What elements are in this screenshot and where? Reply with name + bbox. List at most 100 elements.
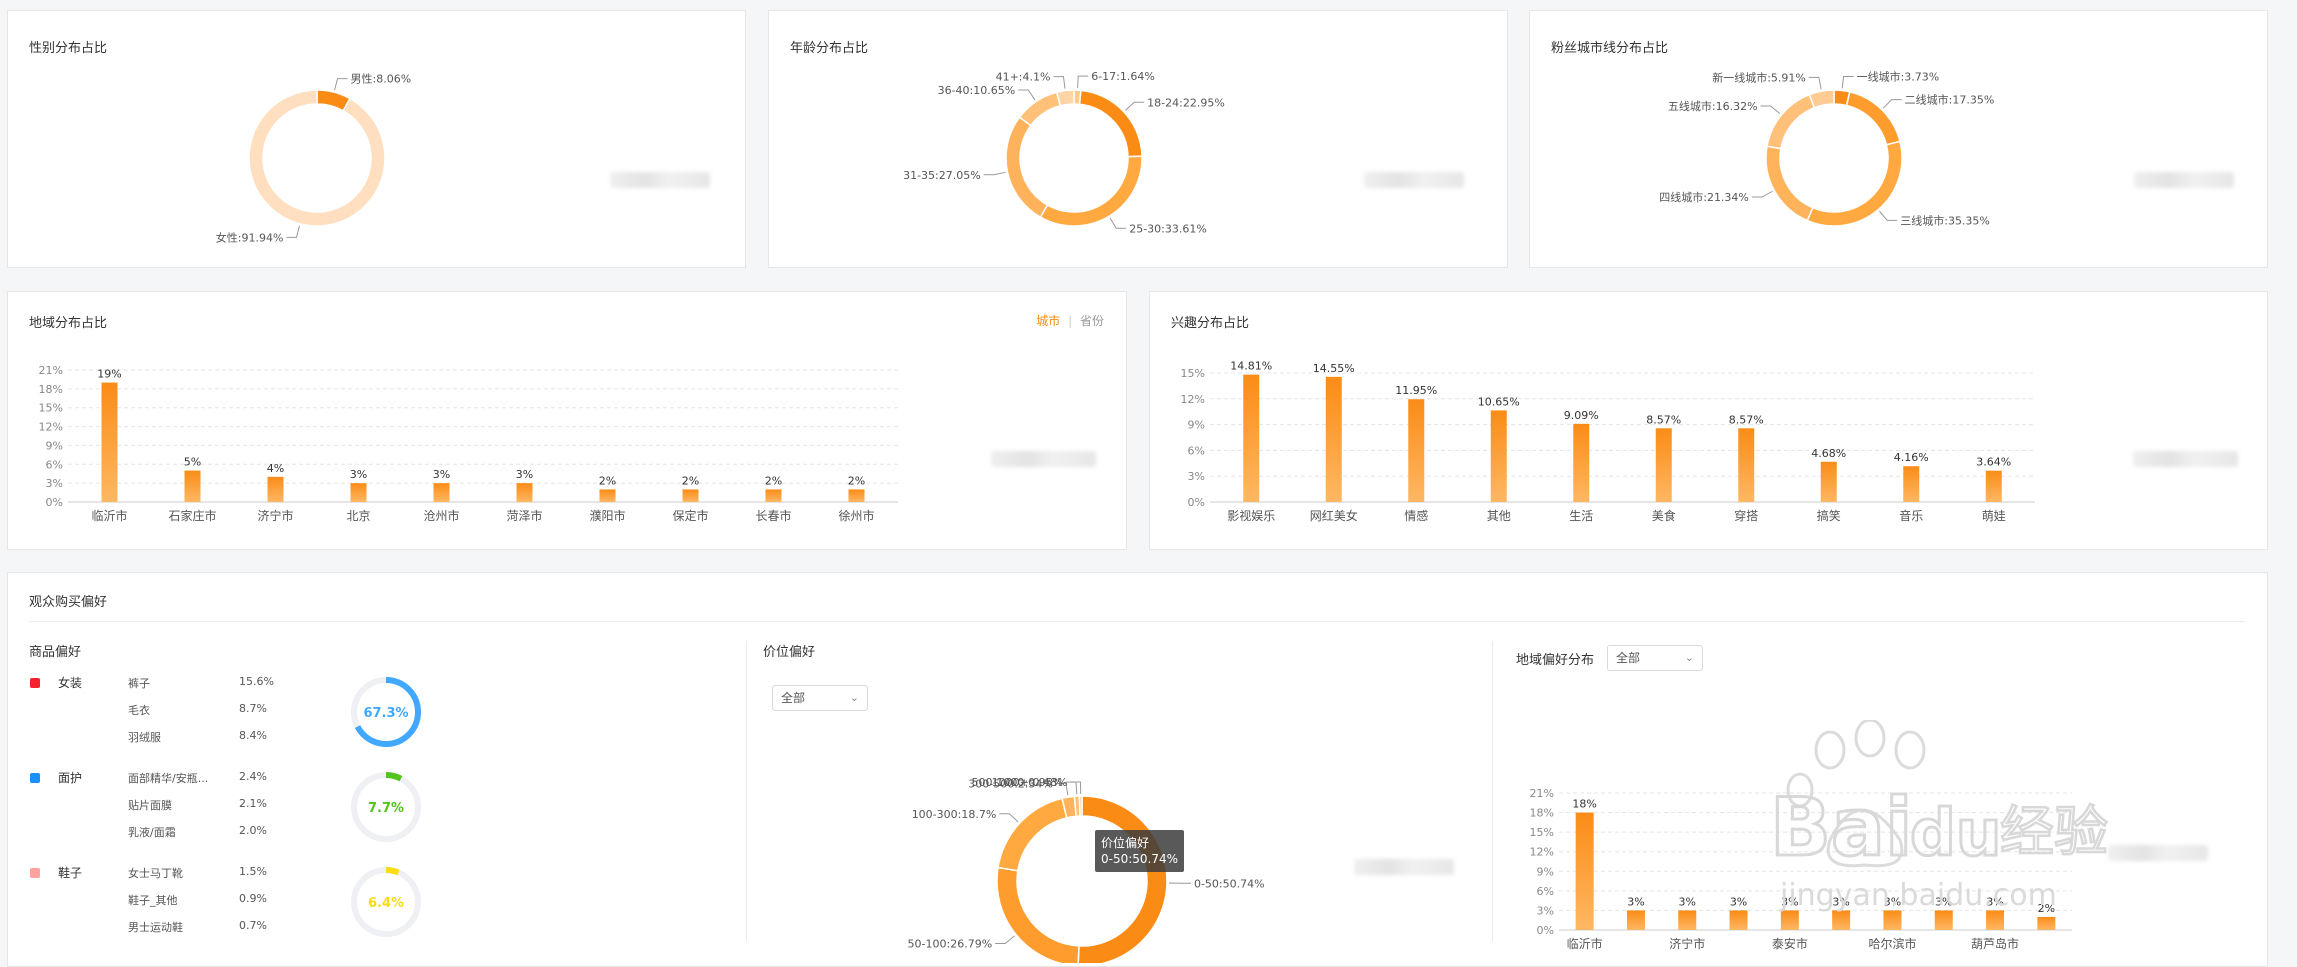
rp-category-label: 济宁市 [1669, 936, 1705, 951]
rp-bar[interactable] [1780, 910, 1799, 930]
rp-bar[interactable] [2037, 916, 2056, 930]
region-category-label: 长春市 [755, 508, 791, 523]
interest-bar[interactable] [1243, 374, 1260, 502]
interest-value-label: 10.65% [1478, 395, 1520, 408]
rp-ytick-label: 12% [1530, 846, 1554, 859]
blue-tag-icon [30, 773, 40, 783]
interest-bar[interactable] [1903, 466, 1920, 502]
tier-leader-line [1879, 210, 1898, 221]
rp-ytick-label: 21% [1530, 787, 1554, 800]
interest-ytick-label: 15% [1181, 367, 1205, 380]
region-bar[interactable] [184, 470, 201, 502]
interest-value-label: 4.16% [1894, 451, 1929, 464]
interest-bar[interactable] [1820, 461, 1837, 502]
rp-bar[interactable] [1832, 910, 1851, 930]
region-pref-dropdown[interactable]: 全部 ⌄ [1607, 645, 1703, 671]
goods-item-value: 2.1% [239, 797, 267, 810]
price-slice-1[interactable] [996, 866, 1080, 963]
region-bar[interactable] [682, 489, 699, 502]
rp-value-label: 2% [2038, 902, 2055, 915]
region-category-label: 徐州市 [838, 508, 874, 523]
switch-separator: | [1068, 314, 1073, 328]
region-category-label: 濮阳市 [589, 508, 625, 523]
age-card: 年龄分布占比 6-17:1.64% 18-24:22.95% 25-30:33.61… [768, 10, 1508, 268]
price-slice-0[interactable] [1077, 795, 1168, 963]
age-slice-1[interactable] [1078, 89, 1143, 158]
price-slice-5[interactable] [1078, 795, 1083, 817]
interest-bar[interactable] [1325, 376, 1342, 502]
rp-category-label: 葫芦岛市 [1971, 936, 2019, 951]
interest-value-label: 4.68% [1811, 447, 1846, 460]
tier-slice-3[interactable] [1765, 145, 1814, 222]
city-tier-title: 粉丝城市线分布占比 [1551, 41, 1669, 56]
goods-item-name: 裤子 [128, 677, 150, 690]
column-divider [1492, 641, 1493, 941]
interest-bar[interactable] [1738, 428, 1755, 502]
rp-bar[interactable] [1678, 910, 1697, 930]
region-value-label: 2% [682, 474, 699, 487]
region-bar[interactable] [267, 476, 284, 502]
city-toggle[interactable]: 城市 [1036, 314, 1061, 328]
goods-category-name: 面护 [58, 771, 83, 785]
region-bar[interactable] [101, 382, 118, 502]
price-slice-label: 100-300:18.7% [912, 808, 997, 821]
price-filter-dropdown[interactable]: 全部 ⌄ [772, 685, 868, 711]
tier-slice-4[interactable] [1766, 93, 1816, 150]
interest-category-label: 情感 [1404, 508, 1428, 523]
ring-percent-label: 6.4% [368, 896, 404, 911]
rp-bar[interactable] [1986, 910, 2005, 930]
price-title: 价位偏好 [763, 645, 816, 660]
interest-bar[interactable] [1573, 423, 1590, 502]
region-category-label: 北京 [346, 509, 370, 523]
interest-bar[interactable] [1985, 470, 2002, 502]
interest-category-label: 穿搭 [1734, 508, 1758, 523]
goods-item-value: 2.4% [239, 770, 267, 783]
interest-bar[interactable] [1490, 410, 1507, 502]
tier-slice-5[interactable] [1808, 89, 1835, 109]
interest-bar[interactable] [1408, 399, 1425, 502]
age-slice-5[interactable] [1055, 89, 1075, 107]
region-bar[interactable] [848, 489, 865, 502]
region-bar[interactable] [765, 489, 782, 502]
goods-percent-ring: 6.4% [351, 867, 421, 937]
province-toggle[interactable]: 省份 [1079, 314, 1104, 328]
region-ytick-label: 9% [46, 439, 63, 452]
region-value-label: 19% [97, 368, 121, 381]
region-bar[interactable] [516, 483, 533, 502]
age-slice-3[interactable] [1005, 116, 1049, 219]
goods-item-value: 0.7% [239, 919, 267, 932]
interest-category-label: 搞笑 [1817, 508, 1841, 523]
rp-ytick-label: 15% [1530, 826, 1554, 839]
age-slice-2[interactable] [1039, 155, 1143, 227]
rp-bar[interactable] [1934, 910, 1953, 930]
region-value-label: 2% [848, 474, 865, 487]
interest-category-label: 萌娃 [1982, 509, 2006, 523]
rp-bar[interactable] [1729, 910, 1748, 930]
region-bar[interactable] [433, 483, 450, 502]
price-slice-2[interactable] [997, 797, 1068, 872]
interest-bar[interactable] [1655, 428, 1672, 502]
tier-slice-2[interactable] [1806, 140, 1903, 227]
gender-leader-line [286, 225, 300, 238]
interest-category-label: 音乐 [1899, 508, 1923, 523]
rp-bar[interactable] [1575, 812, 1594, 930]
goods-item-value: 8.4% [239, 729, 267, 742]
region-pref-bar-chart: 0% 3% 6% 9% 12% 15% 18% 21% 18% 临沂市 3% 3% 济宁市 3% 3% 泰安市… [1530, 787, 2072, 951]
region-bar[interactable] [599, 489, 616, 502]
region-category-label: 临沂市 [91, 508, 127, 523]
age-leader-line [1077, 75, 1089, 89]
blurred-text [2108, 845, 2208, 861]
price-slice-label: 1000+:0.48% [992, 776, 1068, 789]
price-leader-line [1055, 782, 1069, 796]
region-value-label: 3% [516, 468, 533, 481]
goods-item-value: 15.6% [239, 675, 274, 688]
region-ytick-label: 6% [46, 458, 63, 471]
age-slice-4[interactable] [1018, 91, 1062, 127]
region-bar[interactable] [350, 483, 367, 502]
gender-slice-1[interactable] [248, 89, 386, 227]
interest-ytick-label: 3% [1188, 470, 1205, 483]
tier-leader-line [1882, 99, 1902, 109]
rp-bar[interactable] [1626, 910, 1645, 930]
rp-bar[interactable] [1883, 910, 1902, 930]
tier-leader-line [1751, 190, 1773, 198]
